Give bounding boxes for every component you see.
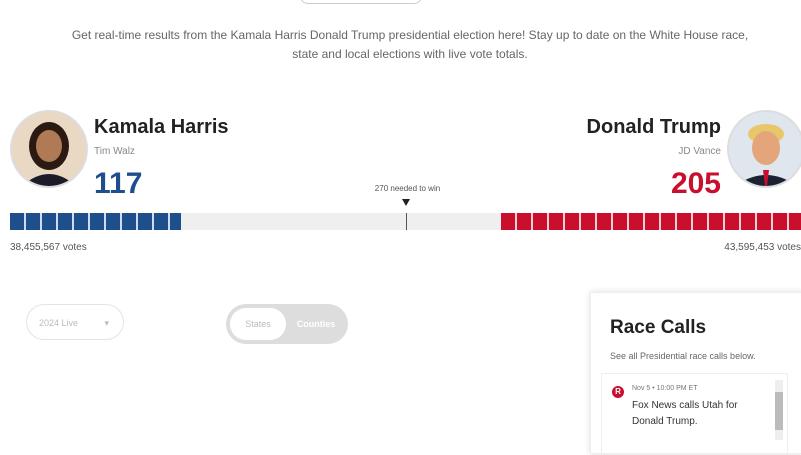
scroll-thumb[interactable] — [775, 392, 783, 430]
race-calls-panel: Race Calls See all Presidential race cal… — [590, 292, 801, 454]
scrollbar[interactable] — [775, 380, 783, 440]
panel-title: Race Calls — [610, 317, 706, 339]
race-call-list: R Nov 5 • 10:00 PM ET Fox News calls Uta… — [601, 373, 788, 455]
caret: ▾ — [104, 305, 109, 341]
electoral-votes: 205 — [671, 167, 721, 201]
needed-marker — [406, 213, 407, 230]
electoral-votes: 117 — [94, 167, 142, 201]
running-mate: JD Vance — [678, 146, 721, 157]
intro: Get real-time results from the Kamala Ha… — [60, 26, 760, 64]
party-icon: R — [612, 386, 624, 398]
panel-subtitle: See all Presidential race calls below. — [610, 351, 756, 361]
top-button[interactable] — [300, 0, 422, 4]
toggle-option[interactable]: States — [230, 308, 286, 340]
harris-portrait — [12, 112, 86, 186]
trump-portrait — [729, 112, 801, 186]
needed-label: 270 needed to win — [360, 184, 455, 193]
running-mate: Tim Walz — [94, 146, 135, 157]
call-time: Nov 5 • 10:00 PM ET — [632, 385, 697, 392]
dropdown-label: 2024 Live — [39, 318, 78, 328]
vote-total: 43,595,453 votes — [724, 242, 801, 253]
needed-arrow — [402, 199, 410, 206]
view-toggle[interactable]: States Counties — [226, 304, 348, 344]
trump-bar — [501, 213, 801, 230]
harris-bar — [10, 213, 181, 230]
vote-total: 38,455,567 votes — [10, 242, 87, 253]
candidate-name: Donald Trump — [587, 116, 721, 139]
year-dropdown[interactable]: 2024 Live ▾ — [26, 304, 124, 340]
toggle-option[interactable]: Counties — [288, 308, 344, 340]
harris-photo — [10, 110, 88, 188]
electoral-bar — [10, 213, 801, 230]
call-text[interactable]: Fox News calls Utah for Donald Trump. — [632, 398, 752, 430]
trump-photo — [727, 110, 801, 188]
page: Get real-time results from the Kamala Ha… — [0, 0, 801, 441]
candidate-name: Kamala Harris — [94, 116, 229, 139]
